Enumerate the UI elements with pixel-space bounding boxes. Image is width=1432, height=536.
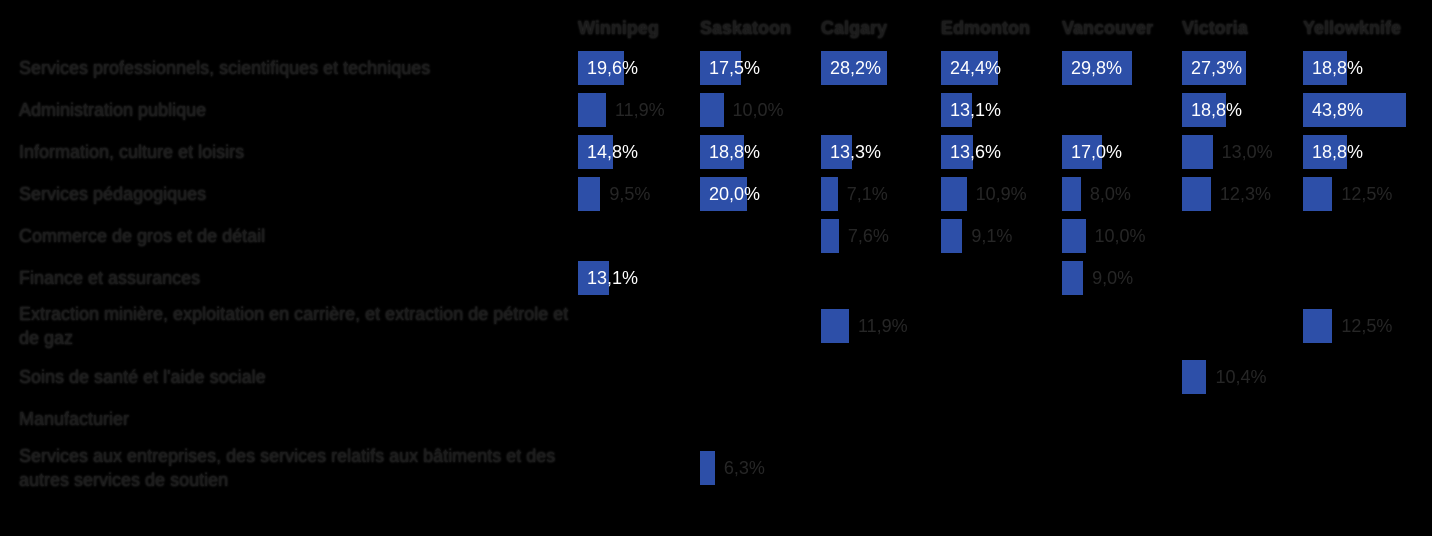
value-label-2-6: 11,9% — [857, 316, 908, 336]
bar-6-6 — [1303, 309, 1333, 343]
bar-5-0 — [1182, 51, 1247, 85]
value-label-2-3: 7,1% — [846, 184, 888, 204]
bar-1-3 — [700, 177, 748, 211]
value-label-3-2: 13,6% — [950, 142, 1002, 162]
bar-6-3 — [1303, 177, 1333, 211]
bar-0-2 — [578, 135, 613, 169]
bar-0-0 — [578, 51, 625, 85]
category-label-6: Extraction minière, exploitation en carr… — [19, 304, 569, 348]
category-label-4: Commerce de gros et de détail — [19, 226, 266, 246]
value-label-1-3: 20,0% — [709, 184, 761, 204]
value-label-0-5: 13,1% — [587, 268, 639, 288]
bar-2-2 — [821, 135, 853, 169]
value-label-6-3: 12,5% — [1341, 184, 1393, 204]
bar-2-6 — [821, 309, 849, 343]
bar-5-3 — [1182, 177, 1211, 211]
bar-1-9 — [700, 451, 715, 485]
category-label-3: Services pédagogiques — [19, 184, 207, 204]
category-label-2: Information, culture et loisirs — [19, 142, 245, 162]
bar-2-4 — [821, 219, 839, 253]
value-label-1-1: 10,0% — [732, 100, 784, 120]
city-header-3: Edmonton — [941, 18, 1030, 38]
bar-1-0 — [700, 51, 742, 85]
bar-4-4 — [1062, 219, 1086, 253]
bar-3-2 — [941, 135, 973, 169]
value-label-0-3: 9,5% — [609, 184, 651, 204]
value-label-0-0: 19,6% — [587, 58, 639, 78]
bar-6-1 — [1303, 93, 1406, 127]
bar-0-3 — [578, 177, 601, 211]
bar-3-4 — [941, 219, 963, 253]
bar-4-2 — [1062, 135, 1102, 169]
bar-4-3 — [1062, 177, 1081, 211]
bar-3-0 — [941, 51, 999, 85]
value-label-3-1: 13,1% — [950, 100, 1002, 120]
category-label-8: Manufacturier — [19, 409, 130, 429]
value-label-5-7: 10,4% — [1215, 367, 1267, 387]
value-label-6-1: 43,8% — [1312, 100, 1364, 120]
value-label-5-3: 12,3% — [1219, 184, 1271, 204]
category-label-0: Services professionnels, scientifiques e… — [19, 58, 431, 78]
bar-6-2 — [1303, 135, 1348, 169]
category-label-9: Services aux entreprises, des services r… — [19, 446, 556, 490]
category-label-7: Soins de santé et l'aide sociale — [19, 367, 266, 387]
city-header-6: Yellowknife — [1303, 18, 1402, 38]
value-label-6-2: 18,8% — [1312, 142, 1364, 162]
value-label-2-0: 28,2% — [830, 58, 882, 78]
city-header-0: Winnipeg — [578, 18, 659, 38]
bar-3-3 — [941, 177, 967, 211]
value-label-5-1: 18,8% — [1191, 100, 1243, 120]
bar-3-1 — [941, 93, 972, 127]
bar-2-0 — [821, 51, 888, 85]
bar-1-1 — [700, 93, 724, 127]
city-header-1: Saskatoon — [700, 18, 792, 38]
value-label-2-4: 7,6% — [847, 226, 889, 246]
value-label-1-2: 18,8% — [709, 142, 761, 162]
value-label-0-2: 14,8% — [587, 142, 639, 162]
city-header-2: Calgary — [821, 18, 888, 38]
value-label-4-5: 9,0% — [1092, 268, 1134, 288]
value-label-3-4: 9,1% — [971, 226, 1013, 246]
bar-1-2 — [700, 135, 745, 169]
value-label-4-2: 17,0% — [1071, 142, 1123, 162]
value-label-1-9: 6,3% — [723, 458, 765, 478]
bar-6-0 — [1303, 51, 1348, 85]
bar-5-7 — [1182, 360, 1207, 394]
value-label-6-0: 18,8% — [1312, 58, 1364, 78]
value-label-0-1: 11,9% — [614, 100, 665, 120]
bar-4-5 — [1062, 261, 1084, 295]
bar-0-5 — [578, 261, 609, 295]
value-label-4-3: 8,0% — [1089, 184, 1131, 204]
bar-4-0 — [1062, 51, 1133, 85]
value-label-1-0: 17,5% — [709, 58, 761, 78]
value-label-3-0: 24,4% — [950, 58, 1002, 78]
value-label-4-4: 10,0% — [1094, 226, 1146, 246]
category-label-5: Finance et assurances — [19, 268, 201, 288]
city-header-5: Victoria — [1182, 18, 1248, 38]
bar-2-3 — [821, 177, 838, 211]
bar-5-2 — [1182, 135, 1213, 169]
value-label-5-2: 13,0% — [1221, 142, 1273, 162]
value-label-3-3: 10,9% — [975, 184, 1027, 204]
bar-5-1 — [1182, 93, 1227, 127]
value-label-6-6: 12,5% — [1341, 316, 1393, 336]
value-label-5-0: 27,3% — [1191, 58, 1243, 78]
value-label-2-2: 13,3% — [830, 142, 882, 162]
category-label-1: Administration publique — [19, 100, 207, 120]
bar-0-1 — [578, 93, 606, 127]
value-label-4-0: 29,8% — [1071, 58, 1123, 78]
city-header-4: Vancouver — [1062, 18, 1154, 38]
